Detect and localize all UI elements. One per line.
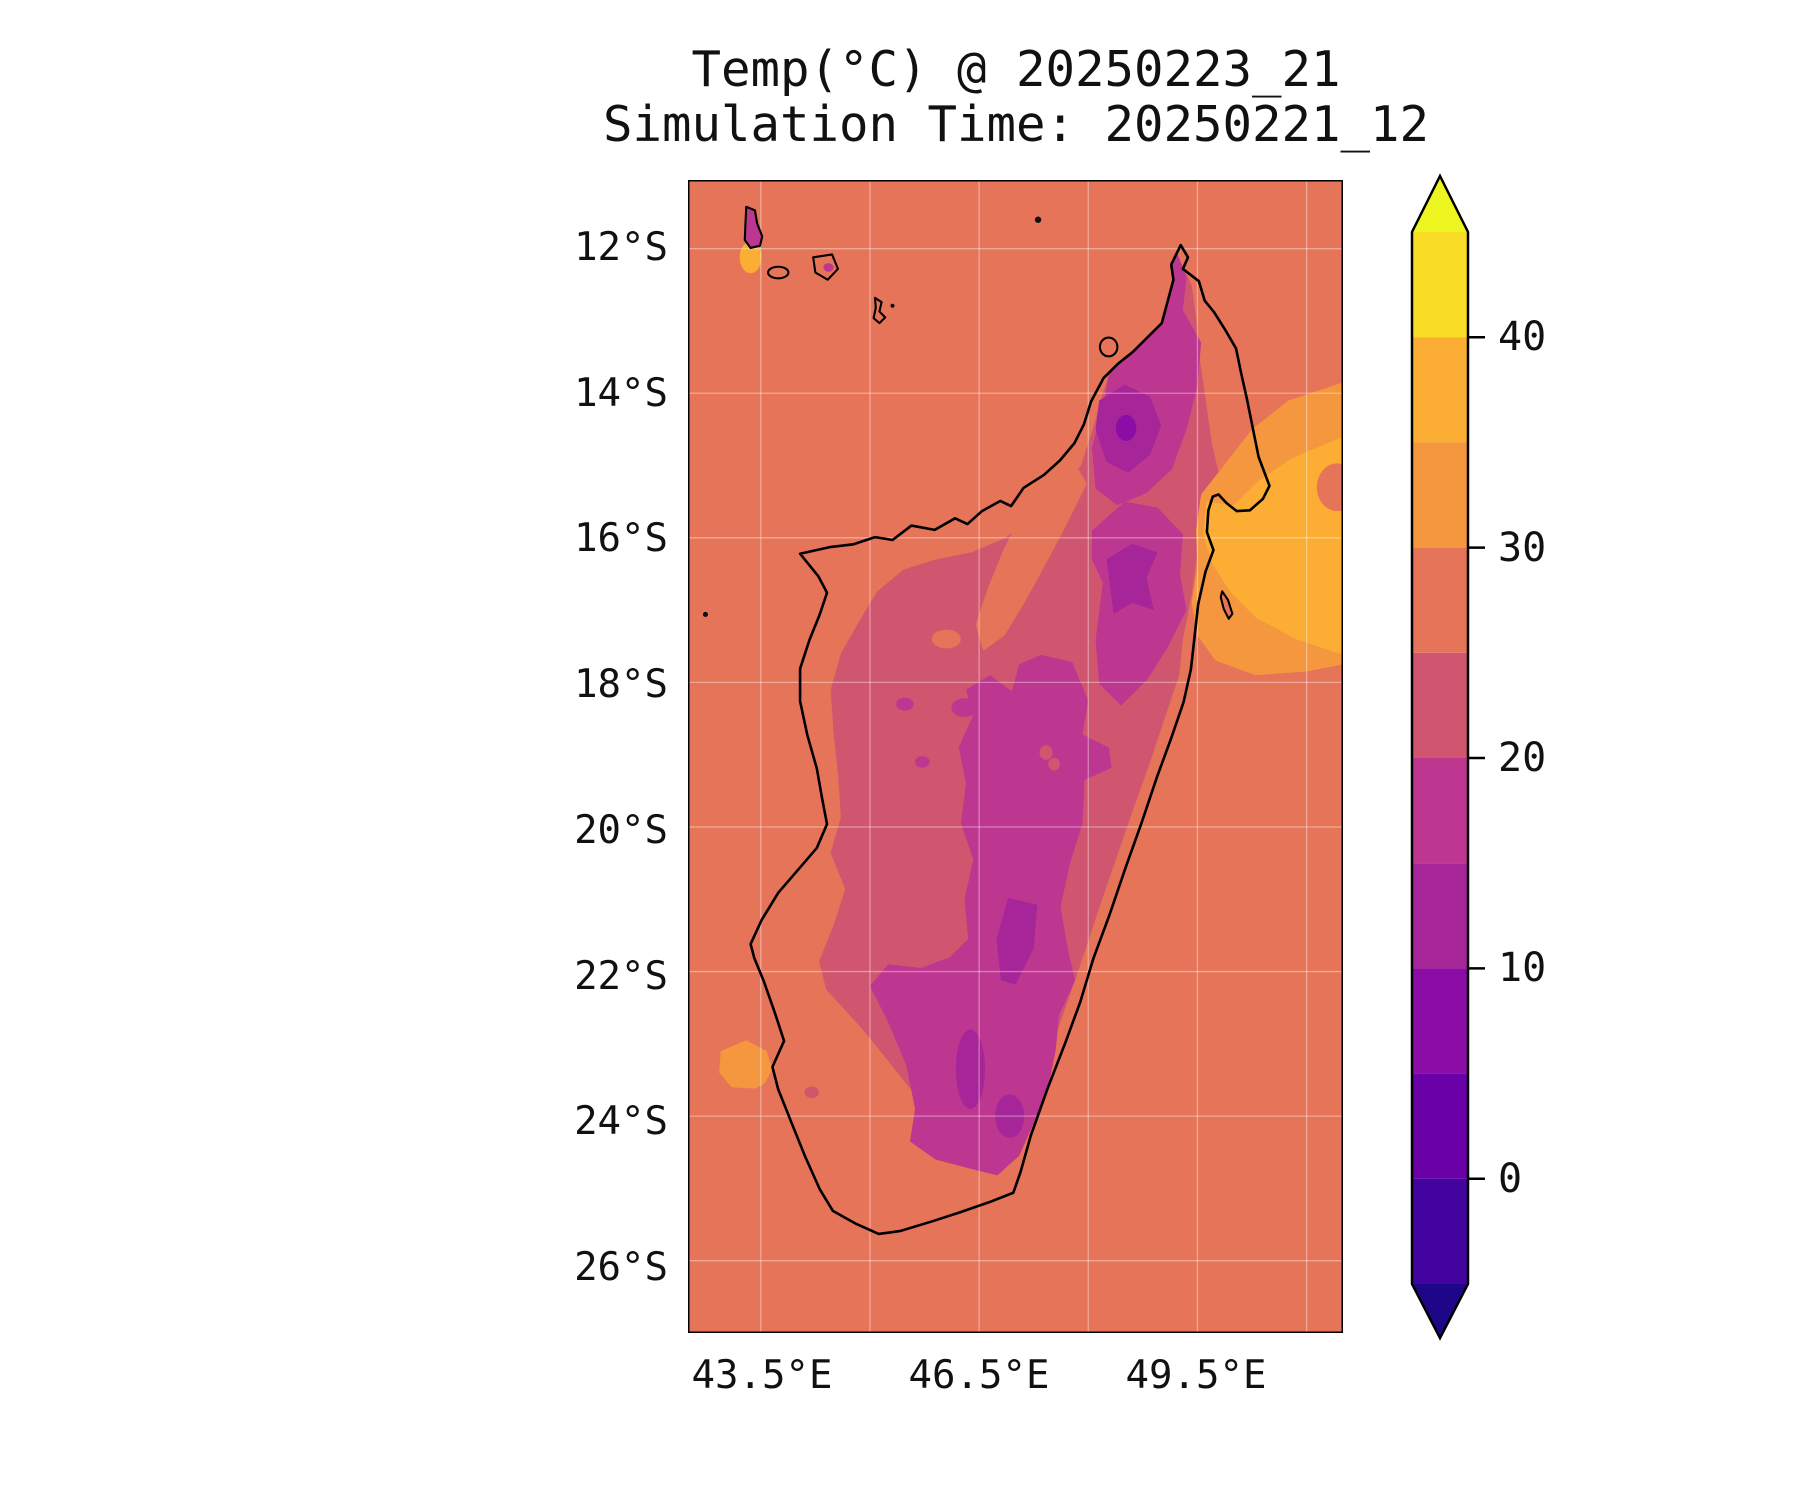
- moheli-island: [768, 267, 788, 279]
- contour-15-20-dot: [915, 756, 930, 768]
- contour-20-25-hole: [1039, 745, 1053, 760]
- y-tick-label: 16°S: [574, 516, 668, 561]
- colorbar-band-5-10: [1412, 968, 1468, 1074]
- contour-20-25-hole: [1048, 757, 1060, 771]
- anjouan-warm-spot: [823, 263, 834, 272]
- contour-35-40-comoro-blob: [739, 241, 762, 274]
- mayotte-island: [874, 298, 886, 323]
- colorbar-graphic: [1410, 173, 1485, 1341]
- contour-10-15-spine-snake: [996, 897, 1038, 985]
- contour-15-20-central-spine: [869, 654, 1112, 1176]
- y-tick-label: 20°S: [574, 808, 668, 853]
- small-islands: [703, 207, 1232, 619]
- colorbar-outline: [1410, 173, 1470, 1341]
- contour-5-10-speck: [1115, 414, 1137, 441]
- contour-10-15-east-patch: [1106, 543, 1158, 614]
- colorbar-band-35-40: [1412, 337, 1468, 443]
- juan-de-nova-islet-dot: [702, 611, 709, 617]
- figure-title: Temp(°C) @ 20250223_21 Simulation Time: 2…: [316, 42, 1716, 152]
- y-tick-label: 26°S: [574, 1245, 668, 1290]
- contour-25-30-nw-tongue: [975, 454, 1087, 651]
- madagascar-coastline: [751, 245, 1270, 1234]
- colorbar-band-15-20: [1412, 758, 1468, 864]
- colorbar-band-20-25: [1412, 652, 1468, 758]
- contour-15-20-dot: [951, 698, 978, 718]
- contour-35-40-east-core: [1203, 436, 1343, 655]
- map-axes: [688, 180, 1343, 1333]
- colorbar: [1400, 170, 1500, 1350]
- grande-comore-island: [745, 207, 762, 248]
- colorbar-band-m5-0: [1412, 1178, 1468, 1284]
- colorbar-tick-label: 40: [1498, 314, 1547, 360]
- colorbar-band-0-5: [1412, 1073, 1468, 1179]
- colorbar-ticks: [1468, 335, 1485, 1181]
- contour-10-15-south-spot: [995, 1094, 1025, 1138]
- figure-title-line1: Temp(°C) @ 20250223_21: [691, 41, 1341, 98]
- figure-title-line2: Simulation Time: 20250221_12: [602, 96, 1429, 153]
- temperature-map: [688, 180, 1343, 1333]
- y-tick-label: 18°S: [574, 662, 668, 707]
- y-tick-label: 24°S: [574, 1099, 668, 1144]
- colorbar-over-arrow: [1412, 176, 1468, 232]
- contour-10-15-south-spot: [955, 1029, 985, 1109]
- colorbar-tick-label: 30: [1498, 525, 1547, 571]
- y-tick-label: 12°S: [574, 225, 668, 270]
- sainte-marie-island: [1221, 591, 1233, 618]
- anjouan-island-outline: [813, 254, 838, 279]
- colorbar-band-30-35: [1412, 442, 1468, 548]
- contour-25-30-sw-tongue: [837, 1065, 907, 1214]
- glorioso-islet-dot: [1034, 216, 1042, 224]
- colorbar-band-25-30: [1412, 547, 1468, 653]
- nosy-be-island: [1100, 338, 1117, 357]
- colorbar-tick-label: 0: [1498, 1156, 1523, 1202]
- colorbar-band-40-45: [1412, 232, 1468, 338]
- contour-25-30-spot: [931, 629, 961, 649]
- x-tick-label: 43.5°E: [691, 1353, 833, 1398]
- y-tick-label: 22°S: [574, 954, 668, 999]
- colorbar-under-arrow: [1412, 1284, 1468, 1338]
- x-tick-label: 49.5°E: [1125, 1353, 1267, 1398]
- contour-30-35-southwest-blob: [719, 1040, 773, 1089]
- contour-15-20-dot: [896, 697, 914, 711]
- graticule: [688, 180, 1343, 1333]
- colorbar-band-10-15: [1412, 863, 1468, 969]
- y-tick-label: 14°S: [574, 371, 668, 416]
- colorbar-tick-label: 10: [1498, 945, 1547, 991]
- contour-20-25-dot: [804, 1086, 820, 1099]
- x-tick-label: 46.5°E: [908, 1353, 1050, 1398]
- islet-dot: [890, 303, 895, 308]
- contour-25-30-notch: [1316, 463, 1343, 512]
- colorbar-tick-label: 20: [1498, 735, 1547, 781]
